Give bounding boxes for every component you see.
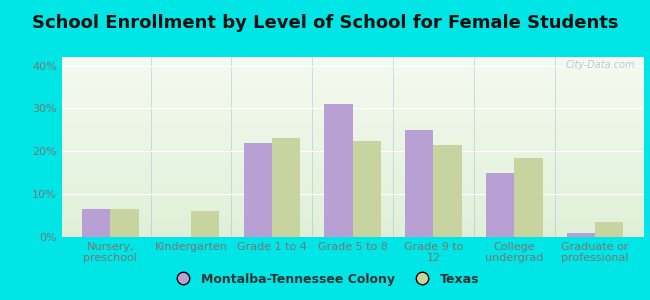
- Bar: [486, 173, 514, 237]
- Bar: [405, 130, 434, 237]
- Bar: [244, 143, 272, 237]
- Bar: [434, 145, 461, 237]
- Bar: [82, 209, 111, 237]
- Bar: [514, 158, 543, 237]
- Text: School Enrollment by Level of School for Female Students: School Enrollment by Level of School for…: [32, 14, 618, 32]
- Bar: [191, 211, 219, 237]
- Bar: [111, 209, 138, 237]
- Legend: Montalba-Tennessee Colony, Texas: Montalba-Tennessee Colony, Texas: [166, 268, 484, 291]
- Bar: [352, 141, 381, 237]
- Text: City-Data.com: City-Data.com: [565, 60, 635, 70]
- Bar: [567, 233, 595, 237]
- Bar: [272, 138, 300, 237]
- Bar: [324, 104, 353, 237]
- Bar: [595, 222, 623, 237]
